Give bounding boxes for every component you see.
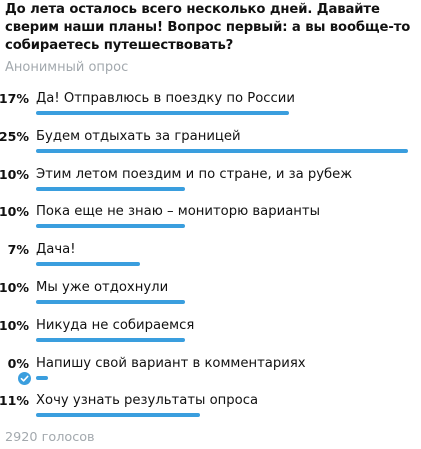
poll-option-percent: 25% [0,129,29,144]
poll-option[interactable]: 17% Да! Отправлюсь в поездку по России [0,91,421,129]
poll-option-bar [36,187,185,191]
poll-question: До лета осталось всего несколько дней. Д… [5,2,411,53]
poll-option-label: Напишу свой вариант в комментариях [36,356,306,371]
poll-option-bar [36,413,200,417]
poll-option[interactable]: 10% Никуда не собираемся [0,318,421,356]
poll-option[interactable]: 10% Мы уже отдохнули [0,280,421,318]
poll-option-label: Дача! [36,242,76,257]
poll-option-bar [36,149,408,153]
poll-option-label: Пока еще не знаю – мониторю варианты [36,204,321,219]
poll-option-percent: 0% [7,356,29,371]
poll-option-bar [36,111,289,115]
poll-option[interactable]: 0% Напишу свой вариант в комментариях [0,356,421,394]
poll-option-label: Мы уже отдохнули [36,280,169,295]
poll-option-label: Этим летом поездим и по стране, и за руб… [36,167,353,182]
poll-option-percent: 11% [0,393,29,408]
poll-option-bar [36,376,48,380]
poll-option-percent: 10% [0,167,29,182]
poll-option-percent: 10% [0,280,29,295]
poll-option[interactable]: 10% Этим летом поездим и по стране, и за … [0,167,421,205]
poll-option[interactable]: 7% Дача! [0,242,421,280]
poll-option-percent: 10% [0,204,29,219]
poll-option-percent: 10% [0,318,29,333]
poll-option-label: Никуда не собираемся [36,318,195,333]
poll-option-label: Будем отдыхать за границей [36,129,241,144]
poll-option-bar [36,224,185,228]
poll-type-label: Анонимный опрос [5,60,129,75]
poll-option[interactable]: 10% Пока еще не знаю – мониторю варианты [0,204,421,242]
poll-option[interactable]: 25% Будем отдыхать за границей [0,129,421,167]
poll-option-bar [36,300,185,304]
poll-option-percent: 7% [7,242,29,257]
poll-option-label: Хочу узнать результаты опроса [36,393,259,408]
poll-option-percent: 17% [0,91,29,106]
poll-option-bar [36,338,185,342]
poll-option-label: Да! Отправлюсь в поездку по России [36,91,295,106]
total-votes: 2920 голосов [5,430,95,445]
poll-option[interactable]: 11% Хочу узнать результаты опроса [0,393,421,431]
poll-option-bar [36,262,140,266]
checkmark-circle-icon [18,372,31,385]
